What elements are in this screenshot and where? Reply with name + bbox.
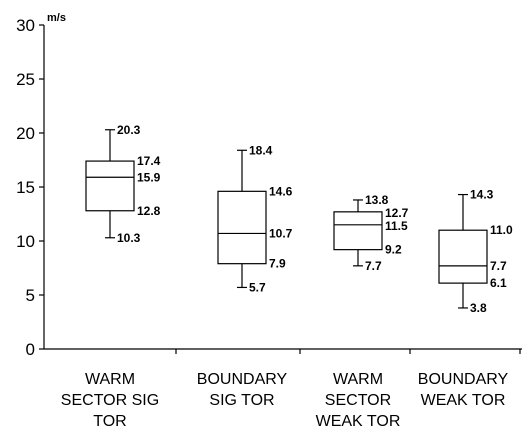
y-tick-label: 15	[16, 178, 35, 197]
max-value-label: 13.8	[365, 193, 389, 207]
category-label: SECTOR	[325, 392, 391, 409]
iqr-box	[85, 160, 135, 212]
q1-value-label: 12.8	[137, 204, 161, 218]
y-unit-label: m/s	[47, 12, 66, 24]
axes: 0 5 10 15 20 25 30 m/s	[16, 12, 522, 359]
q1-value-label: 6.1	[490, 276, 507, 290]
min-value-label: 3.8	[470, 301, 487, 315]
category-label: SECTOR SIG	[61, 392, 159, 409]
median-value-label: 11.5	[385, 219, 408, 233]
y-tick-label: 0	[26, 340, 35, 359]
iqr-box	[217, 190, 267, 265]
q3-value-label: 14.6	[269, 184, 293, 198]
y-tick-label: 30	[16, 16, 35, 35]
category-label: WARM	[333, 371, 383, 388]
q1-value-label: 7.9	[269, 257, 286, 271]
min-value-label: 10.3	[117, 231, 141, 245]
boxes: 20.3 17.4 15.9 12.8 10.3 18.4 14.6 10.7 7.95.7 13…	[85, 123, 513, 315]
category-label: BOUNDARY	[418, 371, 509, 388]
q1-value-label: 9.2	[385, 243, 402, 257]
min-value-label: 7.7	[365, 259, 382, 273]
q3-value-label: 11.0	[490, 223, 513, 237]
median-value-label: 10.7	[269, 226, 293, 240]
max-value-label: 14.3	[470, 188, 494, 202]
category-label: BOUNDARY	[197, 371, 288, 388]
y-tick-label: 10	[16, 232, 35, 251]
category-label: TOR	[93, 413, 126, 430]
box-group: 13.812.711.5 9.27.7	[333, 193, 409, 273]
category-label: WEAK TOR	[421, 392, 506, 409]
max-value-label: 20.3	[117, 123, 141, 137]
q3-value-label: 12.7	[385, 206, 409, 220]
box-group: 20.3 17.4 15.9 12.8 10.3	[85, 123, 161, 245]
category-label: WEAK TOR	[316, 413, 401, 430]
y-tick-label: 5	[26, 286, 35, 305]
median-value-label: 15.9	[137, 170, 161, 184]
min-value-label: 5.7	[249, 280, 266, 294]
q3-value-label: 17.4	[137, 154, 161, 168]
median-value-label: 7.7	[490, 259, 507, 273]
iqr-box	[438, 229, 488, 284]
y-tick-label: 25	[16, 70, 35, 89]
category-label: WARM	[85, 371, 135, 388]
y-tick-label: 20	[16, 124, 35, 143]
box-group: 14.3 11.0 7.7 6.13.8	[438, 188, 513, 315]
category-label: SIG TOR	[209, 392, 274, 409]
iqr-box	[333, 211, 383, 251]
max-value-label: 18.4	[249, 143, 273, 157]
box-group: 18.4 14.6 10.7 7.95.7	[217, 143, 293, 294]
category-labels: WARM SECTOR SIG TOR BOUNDARY SIG TOR WARM SECT…	[61, 371, 509, 430]
